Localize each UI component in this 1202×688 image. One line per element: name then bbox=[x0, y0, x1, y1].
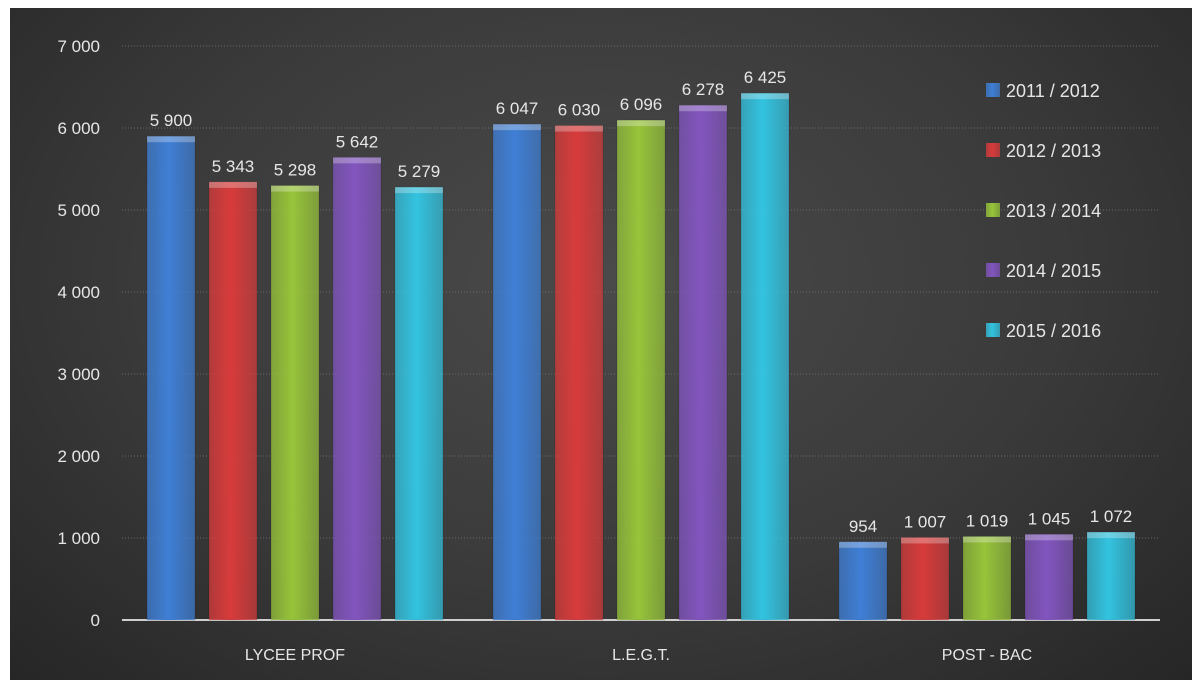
data-label: 5 298 bbox=[274, 161, 317, 180]
bar bbox=[1086, 531, 1136, 621]
y-tick-label: 7 000 bbox=[57, 37, 100, 56]
legend-swatch bbox=[986, 143, 1000, 157]
bar-highlight bbox=[839, 541, 887, 548]
legend-label: 2012 / 2013 bbox=[1006, 141, 1101, 161]
data-label: 6 425 bbox=[744, 68, 787, 87]
legend: 2011 / 2012 2012 / 2013 2013 / 2014 2014 / … bbox=[986, 81, 1101, 341]
legend-label: 2011 / 2012 bbox=[1006, 81, 1100, 101]
legend-swatch bbox=[986, 323, 1000, 337]
bar bbox=[208, 181, 258, 621]
legend-swatch bbox=[986, 203, 1000, 217]
bar bbox=[678, 104, 728, 621]
bar-highlight bbox=[493, 124, 541, 131]
legend-swatch bbox=[986, 83, 1000, 97]
bar-highlight bbox=[147, 136, 195, 143]
category-label: POST - BAC bbox=[942, 647, 1032, 664]
bar-highlight bbox=[333, 157, 381, 164]
y-tick-label: 3 000 bbox=[57, 365, 100, 384]
bar-highlight bbox=[963, 536, 1011, 543]
x-axis: LYCEE PROF L.E.G.T. POST - BAC bbox=[245, 647, 1032, 664]
bar bbox=[270, 185, 320, 621]
data-label: 6 030 bbox=[558, 101, 601, 120]
bar-highlight bbox=[555, 125, 603, 132]
bar-highlight bbox=[1087, 532, 1135, 539]
legend-swatch bbox=[986, 263, 1000, 277]
bar bbox=[394, 186, 444, 621]
bar bbox=[492, 123, 542, 621]
data-label: 5 279 bbox=[398, 162, 441, 181]
data-label: 6 278 bbox=[682, 80, 725, 99]
bar-highlight bbox=[679, 105, 727, 112]
legend-label: 2013 / 2014 bbox=[1006, 201, 1101, 221]
legend-label: 2015 / 2016 bbox=[1006, 321, 1101, 341]
data-label: 954 bbox=[849, 517, 877, 536]
bar bbox=[900, 537, 950, 621]
y-tick-label: 5 000 bbox=[57, 201, 100, 220]
bar bbox=[838, 541, 888, 621]
data-label: 5 343 bbox=[212, 157, 255, 176]
bars bbox=[146, 92, 1136, 621]
bar-highlight bbox=[617, 120, 665, 127]
data-label: 6 096 bbox=[620, 95, 663, 114]
bar-highlight bbox=[1025, 534, 1073, 541]
bar bbox=[332, 157, 382, 621]
legend-label: 2014 / 2015 bbox=[1006, 261, 1101, 281]
bar-highlight bbox=[209, 181, 257, 188]
y-tick-label: 6 000 bbox=[57, 119, 100, 138]
data-label: 1 007 bbox=[904, 512, 947, 531]
data-label: 5 642 bbox=[336, 132, 379, 151]
y-tick-label: 0 bbox=[91, 611, 100, 630]
y-tick-label: 2 000 bbox=[57, 447, 100, 466]
bar bbox=[962, 536, 1012, 621]
data-label: 5 900 bbox=[150, 111, 193, 130]
category-label: LYCEE PROF bbox=[245, 647, 345, 664]
bar bbox=[146, 135, 196, 621]
data-labels: 5 900 5 343 5 298 5 642 5 279 6 047 6 030 6 096… bbox=[150, 68, 1133, 536]
bar bbox=[554, 125, 604, 621]
y-tick-label: 1 000 bbox=[57, 529, 100, 548]
category-label: L.E.G.T. bbox=[612, 647, 670, 664]
bar-highlight bbox=[901, 537, 949, 544]
data-label: 6 047 bbox=[496, 99, 539, 118]
data-label: 1 019 bbox=[966, 511, 1009, 530]
bar-highlight bbox=[271, 185, 319, 192]
data-label: 1 045 bbox=[1028, 509, 1071, 528]
bar bbox=[740, 92, 790, 621]
bar-highlight bbox=[395, 187, 443, 194]
y-tick-label: 4 000 bbox=[57, 283, 100, 302]
bar bbox=[1024, 534, 1074, 621]
data-label: 1 072 bbox=[1090, 507, 1133, 526]
bar-highlight bbox=[741, 93, 789, 100]
bar bbox=[616, 119, 666, 621]
